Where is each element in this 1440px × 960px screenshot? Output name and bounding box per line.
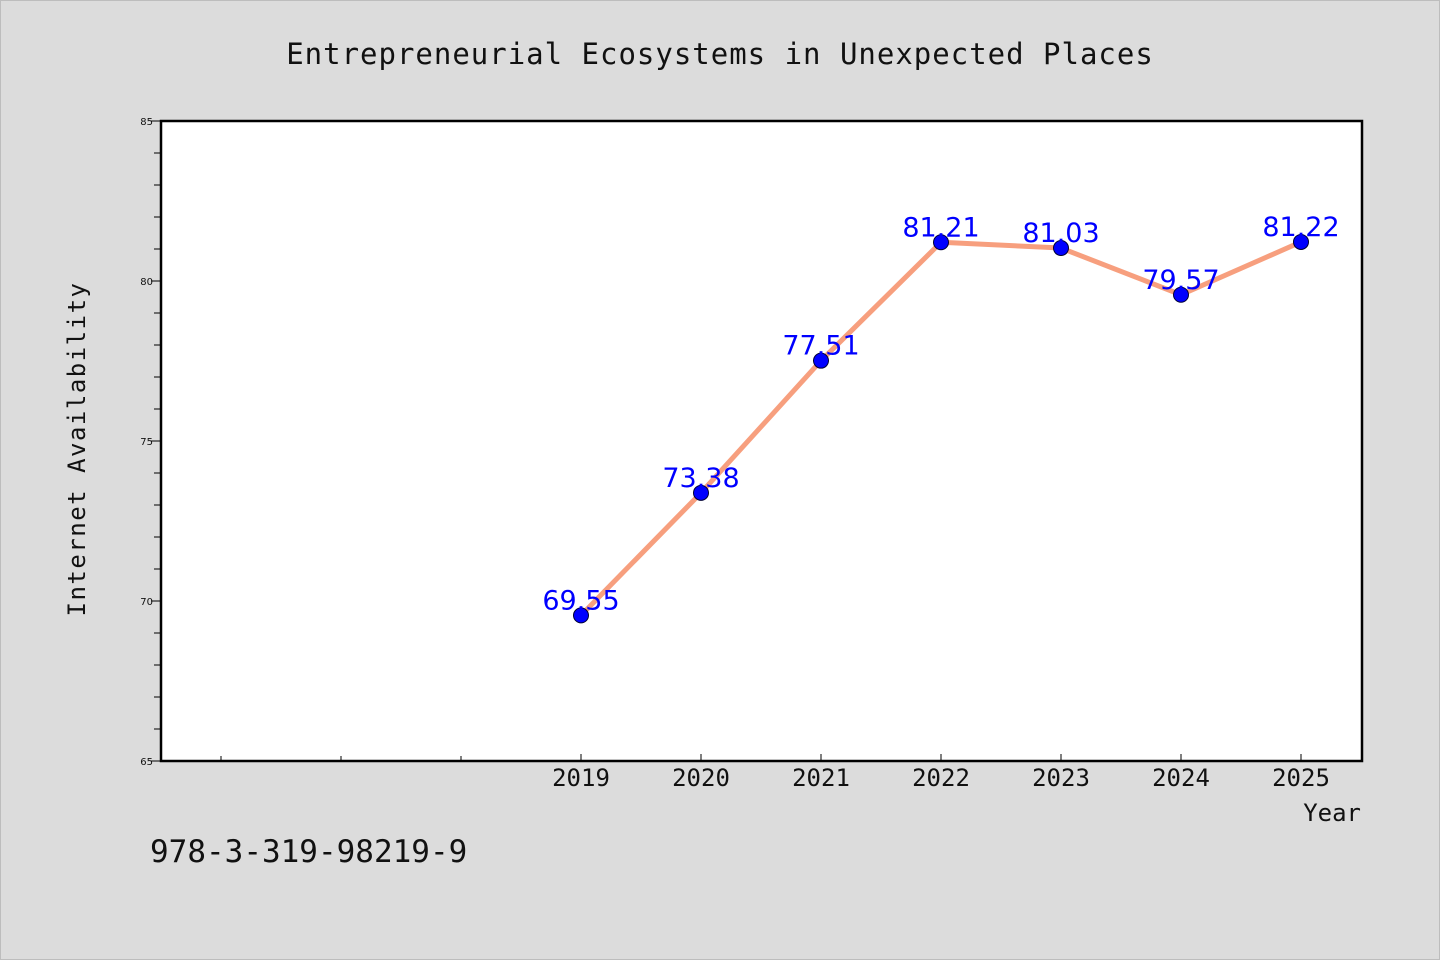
data-point <box>813 352 829 369</box>
footer-code: 978-3-319-98219-9 <box>150 834 468 870</box>
plot-area <box>159 119 1364 763</box>
y-axis-label: Internet Availability <box>63 282 91 617</box>
y-tick-label: 80 <box>140 277 153 288</box>
series-layer <box>573 233 1309 624</box>
x-tick-label: 2019 <box>552 764 610 792</box>
y-tick-label: 70 <box>140 597 153 608</box>
data-label: 79.57 <box>1142 265 1219 296</box>
x-tick-label: 2020 <box>672 764 730 792</box>
data-label: 81.21 <box>902 212 979 243</box>
data-labels: 69.55 73.38 77.51 81.21 81.03 79.57 81.22 <box>542 212 1339 616</box>
data-point <box>1173 286 1189 303</box>
y-tick-label: 65 <box>140 757 153 768</box>
data-label: 81.22 <box>1262 212 1339 243</box>
y-tick-label: 85 <box>140 117 153 128</box>
data-label: 73.38 <box>662 463 739 494</box>
x-tick-label: 2023 <box>1032 764 1090 792</box>
x-axis: 2019 2020 2021 2022 2023 2024 2025 <box>220 754 1330 792</box>
data-point <box>1053 240 1069 257</box>
data-label: 77.51 <box>782 331 859 362</box>
data-label: 69.55 <box>542 585 619 616</box>
chart-title: Entrepreneurial Ecosystems in Unexpected… <box>286 37 1154 71</box>
x-tick-label: 2021 <box>792 764 850 792</box>
x-axis-label: Year <box>1303 799 1361 827</box>
y-axis: 65 70 75 80 85 <box>140 117 160 768</box>
data-point <box>933 234 949 251</box>
data-point <box>573 607 589 624</box>
x-tick-label: 2025 <box>1272 764 1330 792</box>
y-tick-label: 75 <box>140 437 153 448</box>
data-label: 81.03 <box>1022 218 1099 249</box>
data-point <box>1293 233 1309 250</box>
x-tick-label: 2022 <box>912 764 970 792</box>
data-point <box>693 484 709 501</box>
x-tick-label: 2024 <box>1152 764 1210 792</box>
